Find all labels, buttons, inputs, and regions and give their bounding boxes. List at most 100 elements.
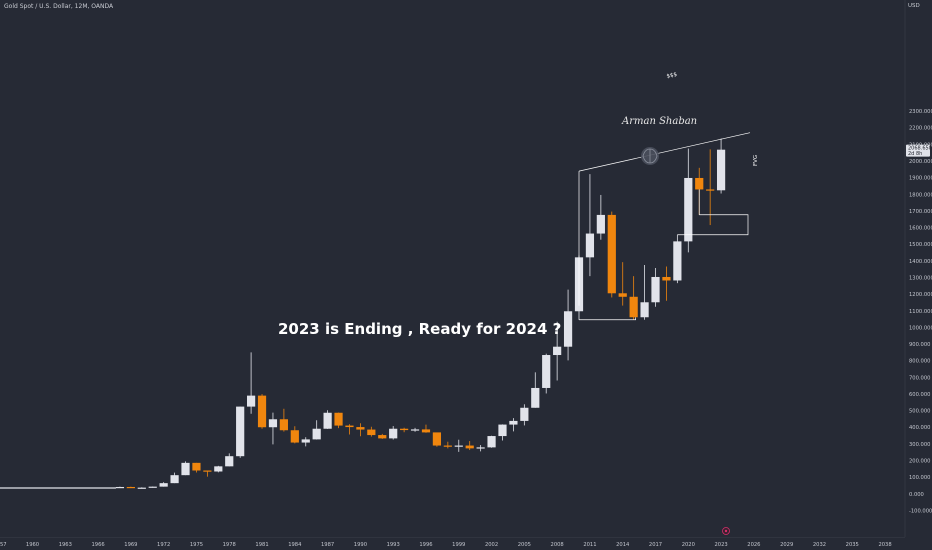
candle-1971 — [148, 486, 157, 488]
candle-body — [334, 412, 343, 426]
candle-body — [454, 445, 463, 447]
candle-body — [400, 428, 409, 431]
x-tick-label: 2038 — [878, 542, 891, 548]
candle-body — [662, 276, 671, 281]
y-tick-label: 1200.000 — [909, 292, 932, 298]
candle-body — [629, 296, 638, 318]
event-marker-icon[interactable] — [722, 527, 730, 535]
candle-body — [159, 483, 168, 487]
x-tick-label: 57 — [0, 542, 7, 548]
x-tick-label: 1984 — [288, 542, 302, 548]
candle-2000 — [465, 441, 474, 451]
candle-body — [170, 475, 179, 484]
candle-body — [247, 395, 256, 407]
candle-2017 — [651, 267, 660, 307]
candle-1989 — [345, 424, 354, 435]
x-tick-label: 1966 — [91, 542, 104, 548]
candle-body — [203, 470, 212, 472]
candle-1993 — [389, 426, 398, 440]
x-tick-label: 1996 — [419, 542, 432, 548]
y-tick-label: 1500.000 — [909, 242, 932, 248]
candle-2022 — [706, 149, 715, 226]
candle-body — [531, 387, 540, 408]
y-tick-label: 300.000 — [909, 442, 930, 448]
candle-body — [236, 406, 245, 457]
candle-1972 — [159, 482, 168, 487]
y-tick-label: 900.000 — [909, 342, 930, 348]
candle-1976 — [203, 470, 212, 477]
signature: Arman Shaban — [621, 116, 697, 127]
fvg-box — [677, 214, 749, 236]
x-tick-label: 1963 — [59, 542, 72, 548]
candle-body — [378, 435, 387, 439]
candle-body — [367, 429, 376, 436]
last-price-value: 2068.650 — [908, 146, 932, 152]
y-tick-label: 1100.000 — [909, 309, 932, 315]
candle-body — [498, 424, 507, 437]
candle-2004 — [509, 418, 518, 432]
candle-2023 — [716, 138, 726, 194]
candle-body — [301, 439, 310, 443]
candle-1991 — [367, 426, 376, 437]
candle-2016 — [640, 265, 649, 320]
annotations: $$$ FVG Arman Shaban 2023 is Ending , Re… — [278, 72, 759, 338]
candle-1981 — [257, 394, 267, 429]
candle-body — [181, 462, 190, 476]
candle-body — [673, 241, 682, 281]
candle-1990 — [356, 423, 365, 437]
candle-body — [651, 276, 660, 303]
candle-body — [356, 427, 365, 430]
candle-body — [553, 346, 562, 356]
brain-logo-icon — [641, 147, 659, 165]
candle-2007 — [542, 353, 551, 394]
candle-1988 — [334, 412, 343, 429]
x-tick-label: 1990 — [354, 542, 367, 548]
y-tick-label: 1700.000 — [909, 209, 932, 215]
candle-1980 — [247, 352, 256, 414]
candle-2002 — [487, 435, 496, 448]
candle-2008 — [553, 321, 562, 381]
candle-body — [487, 436, 496, 448]
candle-1970 — [137, 487, 146, 489]
candle-1985 — [301, 437, 310, 447]
candle-1975 — [192, 462, 201, 473]
candle-body — [596, 214, 605, 234]
candle-2006 — [531, 372, 540, 408]
x-tick-label: 2017 — [649, 542, 662, 548]
x-tick-label: 2035 — [846, 542, 859, 548]
candle-1974 — [181, 461, 190, 476]
candle-body — [520, 407, 529, 421]
candle-body — [268, 419, 278, 428]
time-axis[interactable]: 57 1960 1963 1966 1969 1972 1975 1978 1981 1984 19… — [0, 537, 905, 549]
x-tick-label: 1981 — [255, 542, 268, 548]
candle-1986 — [312, 420, 321, 440]
y-tick-label: 1900.000 — [909, 176, 932, 182]
x-tick-label: 1987 — [321, 542, 334, 548]
candle-2013 — [607, 211, 616, 298]
candle-body — [706, 189, 715, 191]
x-tick-label: 2002 — [485, 542, 498, 548]
candle-body — [126, 486, 135, 489]
candle-2020 — [684, 148, 693, 253]
y-tick-label: 2000.000 — [909, 159, 932, 165]
candle-body — [410, 429, 420, 431]
last-price-countdown: 2d 8h — [908, 151, 922, 157]
candle-body — [389, 428, 398, 439]
y-tick-label: 200.000 — [909, 459, 930, 465]
candle-body — [443, 445, 452, 447]
candle-1998 — [443, 441, 452, 449]
candle-body — [618, 293, 627, 297]
x-tick-label: 2005 — [518, 542, 531, 548]
candle-2019 — [673, 234, 682, 284]
candle-body — [465, 445, 474, 449]
candle-2005 — [520, 404, 529, 426]
x-tick-label: 1978 — [223, 542, 236, 548]
candle-body — [323, 412, 332, 429]
candle-body — [312, 428, 321, 440]
candle-body — [542, 355, 551, 388]
candle-body — [421, 429, 431, 433]
candle-body — [214, 466, 223, 472]
currency-label[interactable]: USD — [908, 3, 920, 9]
price-axis[interactable]: -100.000 0.000 100.000 200.000 300.000 400.00… — [904, 0, 932, 537]
